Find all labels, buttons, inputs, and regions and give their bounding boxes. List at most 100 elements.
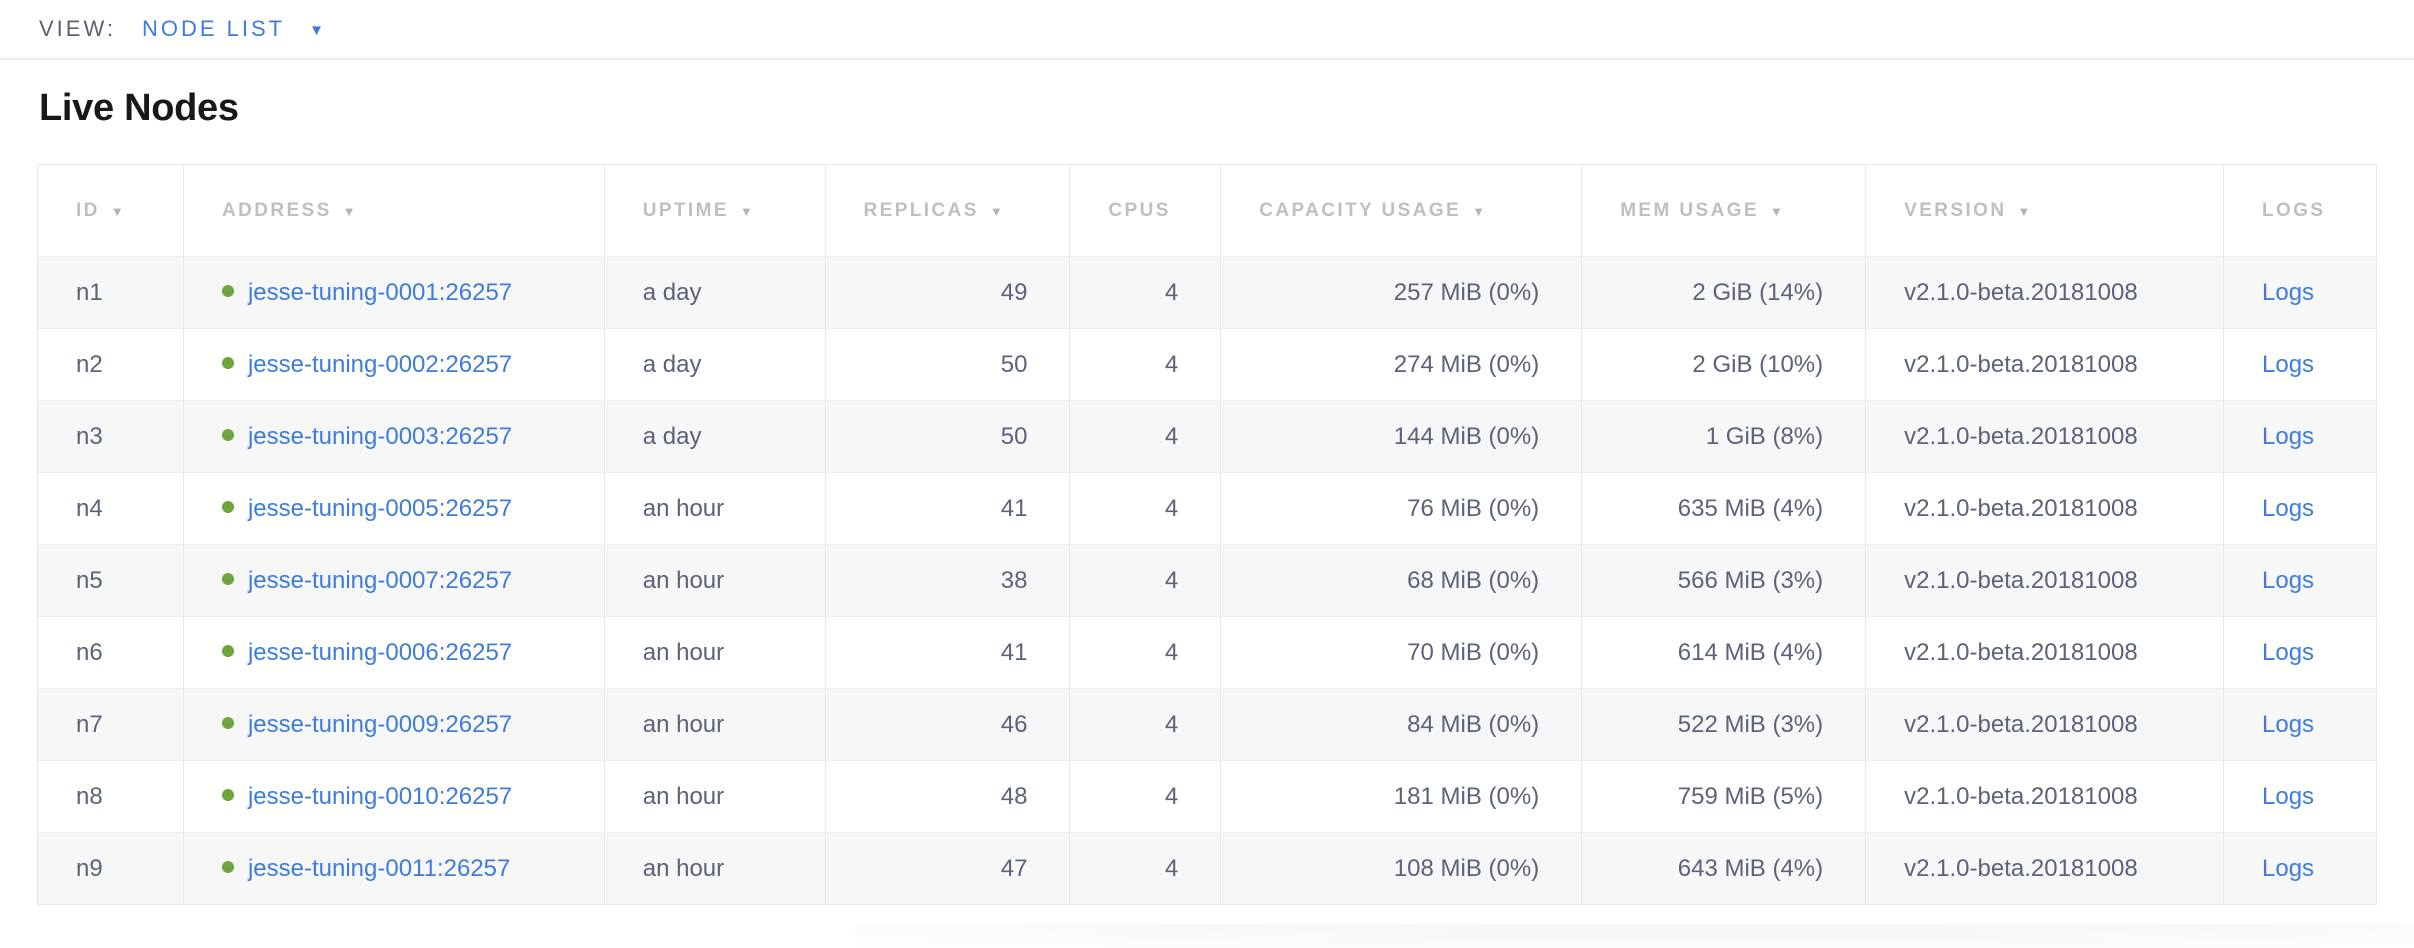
- node-row-n6: n6 jesse-tuning-0006:26257 an hour 41 4 70 Mi…: [37, 616, 2377, 689]
- column-header-label: CPUS: [1108, 199, 1171, 221]
- node-row-n7: n7 jesse-tuning-0009:26257 an hour 46 4 84 Mi…: [37, 688, 2377, 761]
- sort-desc-icon: ▼: [2017, 203, 2033, 219]
- node-logs-link[interactable]: Logs: [2262, 566, 2315, 594]
- node-row-n5: n5 jesse-tuning-0007:26257 an hour 38 4 68 Mi…: [37, 544, 2377, 617]
- sort-desc-icon: ▼: [110, 203, 127, 219]
- node-address-cell: jesse-tuning-0007:26257: [183, 544, 605, 617]
- node-logs-link[interactable]: Logs: [2262, 422, 2315, 450]
- node-logs-link[interactable]: Logs: [2262, 710, 2315, 738]
- live-nodes-table-container: ID ▼ ADDRESS ▼ UPTIME ▼ REPLICAS ▼ CPUS CAPACITY …: [37, 164, 2377, 905]
- node-live-status-icon: [221, 717, 234, 730]
- column-header-address[interactable]: ADDRESS ▼: [183, 164, 605, 257]
- sort-desc-icon: ▼: [1769, 203, 1786, 219]
- view-selector-dropdown[interactable]: NODE LIST ▼: [142, 16, 324, 42]
- node-id-cell: n8: [37, 760, 184, 833]
- node-id-cell: n4: [37, 472, 184, 545]
- node-capacity-usage-cell: 76 MiB (0%): [1220, 472, 1583, 545]
- node-replicas-cell: 38: [825, 544, 1071, 617]
- node-address-link[interactable]: jesse-tuning-0002:26257: [247, 350, 513, 378]
- node-id-cell: n5: [37, 544, 184, 617]
- column-header-label: ID: [76, 199, 100, 221]
- node-logs-link[interactable]: Logs: [2262, 494, 2315, 522]
- node-uptime-cell: an hour: [604, 616, 826, 689]
- node-mem-usage-cell: 635 MiB (4%): [1581, 472, 1867, 545]
- node-row-n4: n4 jesse-tuning-0005:26257 an hour 41 4 76 Mi…: [37, 472, 2377, 545]
- node-cpus-cell: 4: [1069, 328, 1222, 401]
- node-logs-link[interactable]: Logs: [2262, 638, 2315, 666]
- node-replicas-cell: 49: [825, 256, 1071, 329]
- node-logs-cell: Logs: [2223, 760, 2377, 833]
- column-header-label: VERSION: [1904, 199, 2007, 221]
- node-live-status-icon: [221, 789, 234, 802]
- node-logs-link[interactable]: Logs: [2262, 782, 2315, 810]
- node-uptime-cell: a day: [604, 400, 826, 473]
- node-logs-cell: Logs: [2223, 256, 2377, 329]
- sort-desc-icon: ▼: [1472, 203, 1488, 219]
- node-logs-cell: Logs: [2223, 688, 2377, 761]
- node-live-status-icon: [221, 645, 234, 658]
- node-capacity-usage-cell: 144 MiB (0%): [1220, 400, 1583, 473]
- node-uptime-cell: an hour: [604, 760, 826, 833]
- node-address-link[interactable]: jesse-tuning-0011:26257: [247, 854, 511, 882]
- node-address-cell: jesse-tuning-0001:26257: [183, 256, 605, 329]
- node-address-link[interactable]: jesse-tuning-0009:26257: [247, 710, 513, 738]
- node-capacity-usage-cell: 274 MiB (0%): [1220, 328, 1583, 401]
- node-uptime-cell: a day: [604, 256, 826, 329]
- node-row-n9: n9 jesse-tuning-0011:26257 an hour 47 4 108 M…: [37, 832, 2377, 905]
- node-mem-usage-cell: 614 MiB (4%): [1581, 616, 1867, 689]
- node-live-status-icon: [221, 429, 234, 442]
- node-live-status-icon: [221, 861, 234, 874]
- node-version-cell: v2.1.0-beta.20181008: [1865, 472, 2224, 545]
- node-address-link[interactable]: jesse-tuning-0005:26257: [247, 494, 513, 522]
- column-header-version[interactable]: VERSION ▼: [1865, 164, 2224, 257]
- column-header-cpus: CPUS: [1069, 164, 1222, 257]
- node-address-cell: jesse-tuning-0010:26257: [183, 760, 605, 833]
- column-header-replicas[interactable]: REPLICAS ▼: [825, 164, 1071, 257]
- column-header-label: MEM USAGE: [1620, 199, 1759, 221]
- node-address-cell: jesse-tuning-0006:26257: [183, 616, 605, 689]
- sort-desc-icon: ▼: [989, 203, 1006, 219]
- page-title: Live Nodes: [39, 87, 239, 129]
- node-address-link[interactable]: jesse-tuning-0007:26257: [247, 566, 513, 594]
- node-logs-cell: Logs: [2223, 832, 2377, 905]
- column-header-capacity-usage[interactable]: CAPACITY USAGE ▼: [1220, 164, 1583, 257]
- node-version-cell: v2.1.0-beta.20181008: [1865, 616, 2224, 689]
- column-header-mem-usage[interactable]: MEM USAGE ▼: [1581, 164, 1867, 257]
- node-capacity-usage-cell: 84 MiB (0%): [1220, 688, 1583, 761]
- node-address-cell: jesse-tuning-0003:26257: [183, 400, 605, 473]
- sort-desc-icon: ▼: [739, 203, 756, 219]
- node-capacity-usage-cell: 181 MiB (0%): [1220, 760, 1583, 833]
- node-address-link[interactable]: jesse-tuning-0003:26257: [247, 422, 513, 450]
- node-address-cell: jesse-tuning-0011:26257: [183, 832, 605, 905]
- node-address-link[interactable]: jesse-tuning-0006:26257: [247, 638, 513, 666]
- node-capacity-usage-cell: 257 MiB (0%): [1220, 256, 1583, 329]
- node-address-link[interactable]: jesse-tuning-0001:26257: [247, 278, 513, 306]
- node-cpus-cell: 4: [1069, 472, 1222, 545]
- node-live-status-icon: [221, 573, 234, 586]
- node-row-n1: n1 jesse-tuning-0001:26257 a day 49 4 257 MiB…: [37, 256, 2377, 329]
- node-mem-usage-cell: 2 GiB (10%): [1581, 328, 1867, 401]
- node-capacity-usage-cell: 108 MiB (0%): [1220, 832, 1583, 905]
- node-row-n2: n2 jesse-tuning-0002:26257 a day 50 4 274 MiB…: [37, 328, 2377, 401]
- table-header-row: ID ▼ ADDRESS ▼ UPTIME ▼ REPLICAS ▼ CPUS CAPACITY …: [37, 164, 2377, 257]
- node-uptime-cell: an hour: [604, 544, 826, 617]
- node-id-cell: n1: [37, 256, 184, 329]
- node-version-cell: v2.1.0-beta.20181008: [1865, 544, 2224, 617]
- node-live-status-icon: [221, 357, 234, 370]
- view-bar: VIEW: NODE LIST ▼: [0, 0, 2414, 60]
- node-logs-cell: Logs: [2223, 544, 2377, 617]
- column-header-uptime[interactable]: UPTIME ▼: [604, 164, 826, 257]
- node-logs-link[interactable]: Logs: [2262, 278, 2315, 306]
- node-live-status-icon: [221, 285, 234, 298]
- node-uptime-cell: an hour: [604, 832, 826, 905]
- node-logs-link[interactable]: Logs: [2262, 350, 2315, 378]
- node-mem-usage-cell: 643 MiB (4%): [1581, 832, 1867, 905]
- node-id-cell: n2: [37, 328, 184, 401]
- node-address-link[interactable]: jesse-tuning-0010:26257: [247, 782, 513, 810]
- column-header-id[interactable]: ID ▼: [37, 164, 184, 257]
- column-header-label: LOGS: [2262, 199, 2326, 221]
- node-version-cell: v2.1.0-beta.20181008: [1865, 400, 2224, 473]
- node-cpus-cell: 4: [1069, 256, 1222, 329]
- node-logs-link[interactable]: Logs: [2262, 854, 2315, 882]
- column-header-label: REPLICAS: [863, 199, 979, 221]
